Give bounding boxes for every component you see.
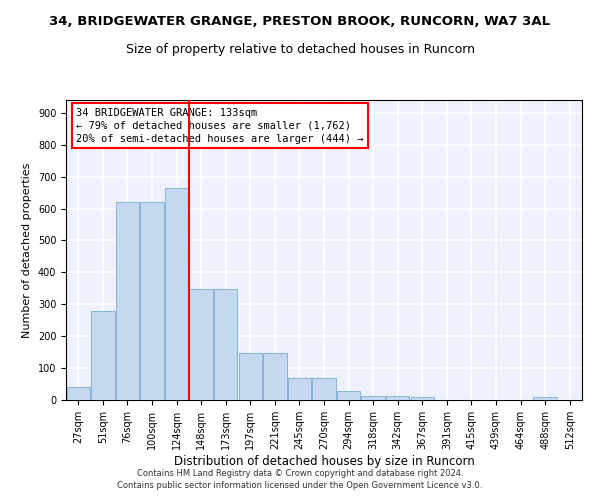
X-axis label: Distribution of detached houses by size in Runcorn: Distribution of detached houses by size …: [173, 454, 475, 468]
Bar: [91, 310, 115, 400]
Bar: [313, 378, 335, 400]
Bar: [140, 202, 164, 400]
Bar: [288, 378, 311, 400]
Text: 34 BRIDGEWATER GRANGE: 133sqm
← 79% of detached houses are smaller (1,762)
20% o: 34 BRIDGEWATER GRANGE: 133sqm ← 79% of d…: [76, 108, 364, 144]
Bar: [337, 392, 360, 400]
Bar: [386, 396, 409, 400]
Text: Contains HM Land Registry data © Crown copyright and database right 2024.
Contai: Contains HM Land Registry data © Crown c…: [118, 468, 482, 490]
Bar: [361, 396, 385, 400]
Text: Size of property relative to detached houses in Runcorn: Size of property relative to detached ho…: [125, 42, 475, 56]
Bar: [410, 397, 434, 400]
Bar: [239, 353, 262, 400]
Bar: [533, 398, 557, 400]
Bar: [263, 353, 287, 400]
Bar: [165, 188, 188, 400]
Text: 34, BRIDGEWATER GRANGE, PRESTON BROOK, RUNCORN, WA7 3AL: 34, BRIDGEWATER GRANGE, PRESTON BROOK, R…: [49, 15, 551, 28]
Bar: [116, 202, 139, 400]
Y-axis label: Number of detached properties: Number of detached properties: [22, 162, 32, 338]
Bar: [190, 289, 213, 400]
Bar: [67, 386, 90, 400]
Bar: [214, 289, 238, 400]
